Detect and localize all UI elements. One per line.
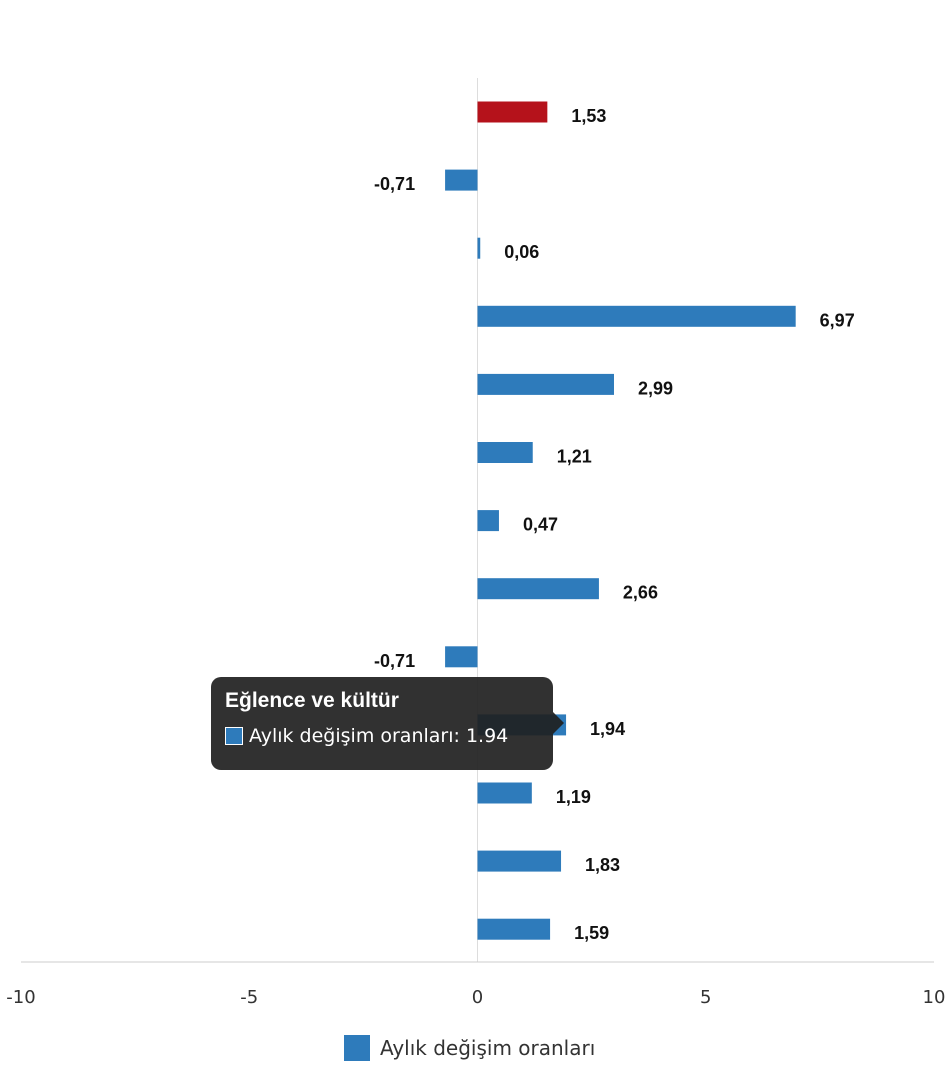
bar[interactable] [477,850,562,872]
data-label: 1,19 [556,787,591,807]
data-label: 1,21 [557,447,592,467]
bar[interactable] [477,782,532,804]
bar[interactable] [477,373,614,395]
bar[interactable] [477,101,548,123]
data-labels: 1,53 -0,71 0,06 6,97 2,99 1,21 0,47 2,66 -0,71 1,… [374,106,855,943]
data-label: 0,47 [523,515,558,535]
bar[interactable] [477,305,796,327]
x-tick-label: -5 [240,987,258,1008]
bar[interactable] [477,918,551,940]
tooltip-arrow [553,712,564,734]
data-label: 2,99 [638,378,673,398]
data-label: 1,59 [574,923,609,943]
legend-swatch [344,1035,370,1061]
tooltip-title: Eğlence ve kültür [225,689,399,712]
legend-label: Aylık değişim oranları [380,1036,596,1060]
data-label: -0,71 [374,174,415,194]
data-label: 1,53 [571,106,606,126]
bar[interactable] [477,510,499,532]
bar[interactable] [445,646,478,668]
bar[interactable] [477,237,481,259]
tooltip-row: Aylık değişim oranları: 1.94 [225,725,539,747]
x-axis-ticks: -10 -5 0 5 10 [6,987,945,1008]
tooltip-text: Aylık değişim oranları: 1.94 [249,725,509,747]
data-label: -0,71 [374,651,415,671]
data-label: 6,97 [820,310,855,330]
bar[interactable] [445,169,478,191]
bar[interactable] [477,442,533,463]
legend[interactable]: Aylık değişim oranları [344,1033,595,1063]
x-tick-label: 5 [700,987,711,1008]
data-label: 1,83 [585,855,620,875]
tooltip-swatch [225,727,243,745]
data-label: 1,94 [590,719,625,739]
x-tick-label: 0 [472,987,483,1008]
data-label: 0,06 [504,242,539,262]
tooltip: Eğlence ve kültür Aylık değişim oranları… [211,677,564,770]
x-tick-label: -10 [6,987,35,1008]
data-label: 2,66 [623,583,658,603]
bar[interactable] [477,578,599,600]
x-tick-label: 10 [923,987,946,1008]
bars [445,101,796,940]
